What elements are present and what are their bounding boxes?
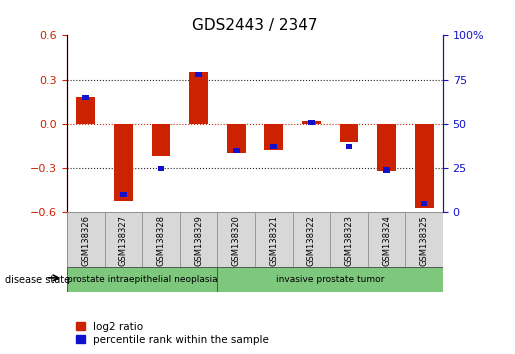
Bar bbox=[383, 167, 390, 172]
Bar bbox=[421, 201, 427, 206]
Text: disease state: disease state bbox=[5, 275, 70, 285]
Bar bbox=[158, 166, 164, 171]
Bar bbox=[195, 72, 202, 77]
Bar bbox=[302, 121, 321, 124]
Bar bbox=[82, 95, 89, 100]
Bar bbox=[217, 267, 443, 292]
Title: GDS2443 / 2347: GDS2443 / 2347 bbox=[192, 18, 318, 33]
Bar bbox=[180, 212, 217, 267]
Text: GSM138320: GSM138320 bbox=[232, 215, 241, 266]
Bar bbox=[339, 124, 358, 142]
Text: GSM138324: GSM138324 bbox=[382, 215, 391, 266]
Bar bbox=[346, 144, 352, 149]
Text: GSM138328: GSM138328 bbox=[157, 215, 165, 266]
Bar bbox=[264, 124, 283, 150]
Bar bbox=[142, 212, 180, 267]
Bar bbox=[105, 212, 142, 267]
Bar bbox=[270, 144, 277, 149]
Bar bbox=[293, 212, 330, 267]
Text: GSM138327: GSM138327 bbox=[119, 215, 128, 266]
Bar bbox=[368, 212, 405, 267]
Text: GSM138323: GSM138323 bbox=[345, 215, 353, 266]
Bar bbox=[189, 72, 208, 124]
Bar bbox=[415, 124, 434, 208]
Bar bbox=[120, 192, 127, 197]
Bar bbox=[227, 124, 246, 153]
Bar bbox=[67, 267, 217, 292]
Bar bbox=[255, 212, 293, 267]
Text: prostate intraepithelial neoplasia: prostate intraepithelial neoplasia bbox=[67, 275, 217, 284]
Bar bbox=[405, 212, 443, 267]
Bar bbox=[67, 212, 105, 267]
Bar bbox=[217, 212, 255, 267]
Bar bbox=[233, 148, 239, 153]
Text: GSM138322: GSM138322 bbox=[307, 215, 316, 266]
Legend: log2 ratio, percentile rank within the sample: log2 ratio, percentile rank within the s… bbox=[72, 317, 273, 349]
Text: invasive prostate tumor: invasive prostate tumor bbox=[276, 275, 384, 284]
Bar bbox=[114, 124, 133, 201]
Text: GSM138326: GSM138326 bbox=[81, 215, 90, 266]
Bar bbox=[330, 212, 368, 267]
Text: GSM138329: GSM138329 bbox=[194, 215, 203, 266]
Bar bbox=[151, 124, 170, 156]
Text: GSM138325: GSM138325 bbox=[420, 215, 428, 266]
Bar bbox=[76, 97, 95, 124]
Bar bbox=[308, 120, 315, 125]
Text: GSM138321: GSM138321 bbox=[269, 215, 278, 266]
Bar bbox=[377, 124, 396, 171]
